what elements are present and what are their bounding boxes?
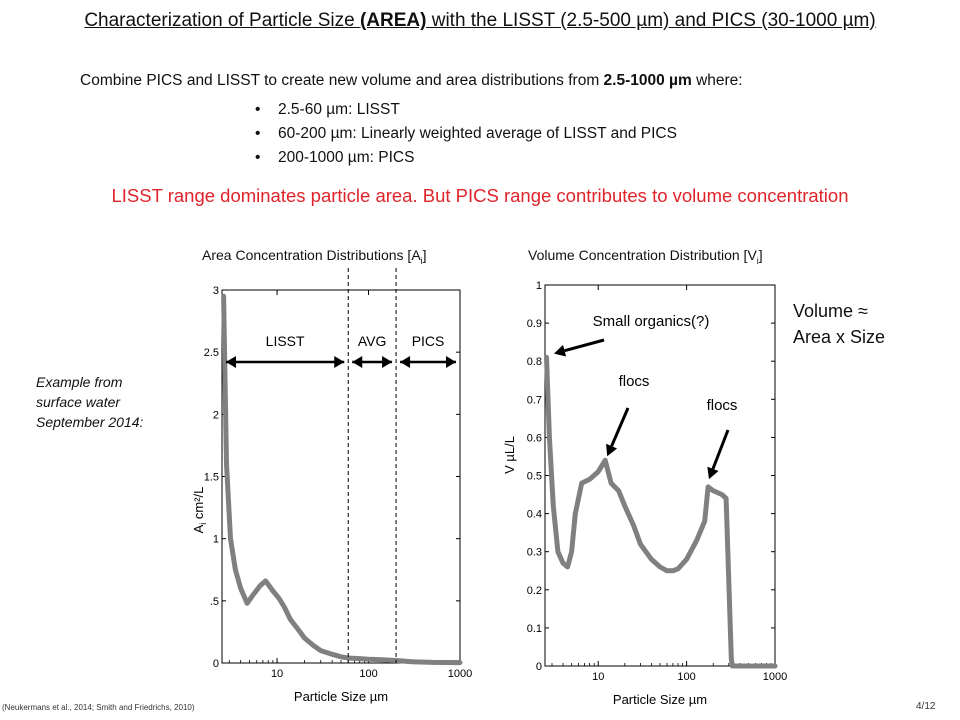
annotation-label: flocs bbox=[707, 397, 738, 414]
y-tick-label: 0.2 bbox=[527, 585, 542, 597]
example-caption: Example from surface water September 201… bbox=[36, 372, 143, 432]
x-axis-label: Particle Size µm bbox=[613, 692, 707, 707]
y-tick-label: 0.8 bbox=[527, 356, 542, 368]
arrowhead-left bbox=[226, 356, 236, 368]
bullet-list: 2.5-60 µm: LISST 60-200 µm: Linearly wei… bbox=[255, 98, 677, 170]
y-tick-label: 0 bbox=[213, 658, 219, 670]
region-label: LISST bbox=[266, 333, 305, 349]
page-number: 4/12 bbox=[916, 701, 936, 712]
y-tick-label: 2.5 bbox=[204, 347, 219, 359]
y-tick-label: 0.5 bbox=[527, 471, 542, 483]
y-axis-label: V µL/L bbox=[502, 436, 517, 474]
intro-text: Combine PICS and LISST to create new vol… bbox=[80, 72, 743, 89]
x-tick-label: 100 bbox=[677, 671, 695, 683]
example-line: Example from bbox=[36, 374, 123, 390]
bullet-item: 200-1000 µm: PICS bbox=[255, 146, 677, 170]
arrowhead-left bbox=[400, 356, 411, 368]
y-tick-label: 0.1 bbox=[527, 623, 542, 635]
x-axis-label: Particle Size µm bbox=[294, 689, 388, 704]
arrowhead-left bbox=[352, 356, 363, 368]
volume-chart-title: Volume Concentration Distribution [Vi] bbox=[528, 247, 763, 266]
footer-citation: (Neukermans et al., 2014; Smith and Frie… bbox=[2, 703, 195, 712]
arrowhead-right bbox=[382, 356, 393, 368]
annotation-arrow bbox=[564, 338, 605, 353]
x-tick-label: 10 bbox=[271, 668, 283, 680]
area-chart-title: Area Concentration Distributions [Ai] bbox=[202, 247, 427, 266]
volume-area-note: Volume ≈ Area x Size bbox=[793, 298, 885, 350]
x-tick-label: 1000 bbox=[448, 668, 472, 680]
example-line: surface water bbox=[36, 394, 121, 410]
plot-frame bbox=[544, 284, 776, 667]
y-tick-label: 0.3 bbox=[527, 547, 542, 559]
y-tick-label: 1 bbox=[536, 280, 542, 292]
highlight-statement: LISST range dominates particle area. But… bbox=[111, 185, 849, 206]
y-tick-label: 1.5 bbox=[204, 472, 219, 484]
y-tick-label: 0.6 bbox=[527, 432, 542, 444]
y-tick-label: 1 bbox=[213, 534, 219, 546]
bullet-item: 2.5-60 µm: LISST bbox=[255, 98, 677, 122]
annotation-arrow bbox=[610, 407, 630, 447]
slide-title: Characterization of Particle Size (AREA)… bbox=[84, 10, 876, 31]
arrowhead-right bbox=[446, 356, 456, 368]
x-tick-label: 100 bbox=[359, 668, 377, 680]
y-axis-label: Ai cm²/L bbox=[191, 487, 208, 534]
arrowhead-right bbox=[334, 356, 345, 368]
annotation-label: Small organics(?) bbox=[593, 313, 710, 330]
series-line bbox=[544, 354, 778, 669]
bullet-item: 60-200 µm: Linearly weighted average of … bbox=[255, 122, 677, 146]
annotation-label: flocs bbox=[619, 373, 650, 390]
annotation-arrow bbox=[711, 429, 730, 470]
region-label: PICS bbox=[412, 333, 445, 349]
annotation-arrowhead bbox=[606, 443, 618, 457]
region-label: AVG bbox=[358, 333, 387, 349]
y-tick-label: 0.7 bbox=[527, 394, 542, 406]
y-tick-label: 0 bbox=[536, 661, 542, 673]
x-tick-label: 10 bbox=[592, 671, 604, 683]
series-line bbox=[221, 293, 463, 666]
y-tick-label: 0.4 bbox=[527, 509, 542, 521]
note-line: Volume ≈ bbox=[793, 301, 868, 321]
annotation-arrowhead bbox=[553, 344, 567, 357]
y-tick-label: 3 bbox=[213, 285, 219, 297]
note-line: Area x Size bbox=[793, 327, 886, 347]
annotation-arrowhead bbox=[707, 466, 719, 480]
y-tick-label: 0.9 bbox=[527, 318, 542, 330]
y-tick-label: 2 bbox=[213, 409, 219, 421]
x-tick-label: 1000 bbox=[763, 671, 787, 683]
example-line: September 2014: bbox=[36, 414, 144, 430]
y-tick-label: .5 bbox=[210, 596, 219, 608]
